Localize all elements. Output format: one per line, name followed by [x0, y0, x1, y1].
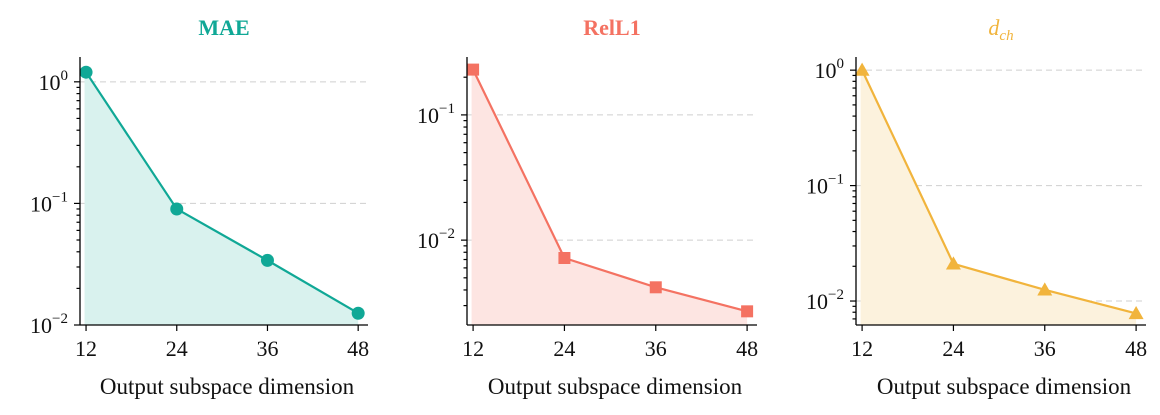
data-point	[854, 62, 870, 76]
chart-title: RelL1	[583, 15, 640, 40]
data-point	[260, 253, 274, 267]
chart-title: MAE	[198, 15, 249, 40]
series-line	[85, 71, 359, 315]
x-axis-label: Output subspace dimension	[877, 374, 1132, 399]
y-tick-label: 100	[39, 68, 69, 95]
y-tick-label: 10−1	[30, 189, 68, 216]
x-tick-label: 24	[166, 336, 188, 361]
chart-panel-1: 100 10−1 10−2 12 24 36 48 Output subspace dimen…	[30, 15, 369, 399]
y-tick-label: 10−1	[417, 101, 455, 128]
chart-panel-2: 10−1 10−2 12 24 36 48 Output subspace dimensio…	[417, 15, 758, 399]
data-point	[558, 251, 571, 264]
x-tick-label: 12	[462, 336, 484, 361]
y-tick-label: 100	[815, 56, 845, 83]
data-point	[170, 202, 184, 216]
x-tick-label: 12	[75, 336, 97, 361]
x-tick-label: 48	[347, 336, 369, 361]
data-point	[945, 256, 961, 270]
data-point	[649, 281, 662, 294]
x-tick-label: 36	[256, 336, 278, 361]
data-point	[79, 65, 93, 79]
series-line	[472, 69, 748, 313]
x-tick-label: 36	[1034, 336, 1056, 361]
area-fill	[473, 69, 748, 326]
x-axis-label: Output subspace dimension	[100, 374, 355, 399]
x-tick-label: 36	[645, 336, 667, 361]
x-tick-label: 48	[736, 336, 758, 361]
data-point	[467, 63, 480, 76]
x-tick-label: 24	[942, 336, 964, 361]
x-axis-label: Output subspace dimension	[488, 374, 743, 399]
data-point	[741, 305, 754, 318]
chart-panel-3: 100 10−1 10−2 12 24 36 48 Output subspace dimen…	[806, 15, 1147, 399]
x-tick-label: 24	[553, 336, 575, 361]
x-tick-label: 48	[1125, 336, 1147, 361]
series-line	[861, 69, 1137, 315]
y-tick-label: 10−2	[806, 287, 844, 314]
chart-title: dch	[988, 15, 1013, 44]
area-fill	[862, 70, 1137, 325]
data-point	[1128, 305, 1144, 320]
area-fill	[86, 72, 359, 325]
x-tick-label: 12	[851, 336, 873, 361]
y-tick-label: 10−1	[806, 172, 844, 199]
y-tick-label: 10−2	[30, 311, 68, 338]
y-tick-label: 10−2	[417, 226, 455, 253]
data-point	[351, 306, 365, 320]
data-point	[1037, 282, 1053, 296]
